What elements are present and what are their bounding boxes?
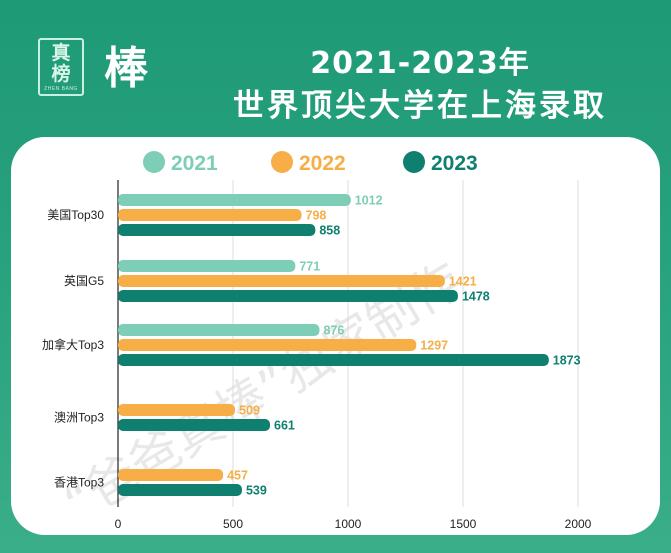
logo-tagline: ZHEN BANG — [44, 85, 78, 92]
logo-badge: 真 榜 ZHEN BANG — [38, 38, 84, 96]
bar-2023 — [118, 224, 316, 236]
x-tick-label: 0 — [115, 517, 122, 531]
bar-2021 — [118, 260, 296, 272]
category-label: 美国Top30 — [47, 208, 104, 222]
category-label: 英国G5 — [64, 274, 104, 288]
data-label-2023: 1478 — [462, 290, 490, 304]
bar-2022 — [118, 469, 224, 481]
bar-2023 — [118, 419, 271, 431]
x-tick-label: 1000 — [335, 517, 362, 531]
data-label-2021: 876 — [323, 324, 344, 338]
legend-marker-2021 — [143, 151, 165, 173]
category-label: 澳洲Top3 — [54, 411, 104, 425]
data-label-2022: 1421 — [449, 275, 477, 289]
bar-2023 — [118, 484, 242, 496]
logo-char-1: 真 — [51, 41, 71, 64]
x-tick-label: 500 — [223, 517, 243, 531]
bar-2023 — [118, 354, 549, 366]
bar-2022 — [118, 209, 302, 221]
data-label-2023: 539 — [246, 484, 267, 498]
logo-char-2: 榜 — [51, 62, 71, 85]
x-tick-label: 2000 — [565, 517, 592, 531]
bar-2022 — [118, 275, 445, 287]
bar-2022 — [118, 404, 236, 416]
legend-label-2022: 2022 — [299, 152, 346, 175]
legend-label-2021: 2021 — [171, 152, 218, 175]
category-label: 加拿大Top3 — [42, 337, 104, 352]
legend-label-2023: 2023 — [431, 152, 478, 175]
chart-title-line1: 2021-2023年 — [310, 46, 530, 81]
logo-mark: 棒 — [104, 43, 148, 94]
legend-marker-2022 — [271, 151, 293, 173]
bar-2021 — [118, 324, 320, 336]
bar-2023 — [118, 290, 458, 302]
data-label-2022: 798 — [306, 209, 327, 223]
legend-marker-2023 — [403, 151, 425, 173]
data-label-2023: 858 — [319, 224, 340, 238]
data-label-2022: 509 — [239, 404, 260, 418]
data-label-2022: 1297 — [420, 339, 448, 353]
category-label: 香港Top3 — [54, 476, 104, 490]
data-label-2021: 1012 — [355, 194, 383, 208]
data-label-2023: 1873 — [553, 354, 581, 368]
data-label-2022: 457 — [227, 469, 248, 483]
data-label-2021: 771 — [299, 260, 320, 274]
data-label-2023: 661 — [274, 419, 295, 433]
bar-2022 — [118, 339, 417, 351]
bar-2021 — [118, 194, 351, 206]
chart-title-line2: 世界顶尖大学在上海录取 — [233, 88, 607, 124]
x-tick-label: 1500 — [450, 517, 477, 531]
